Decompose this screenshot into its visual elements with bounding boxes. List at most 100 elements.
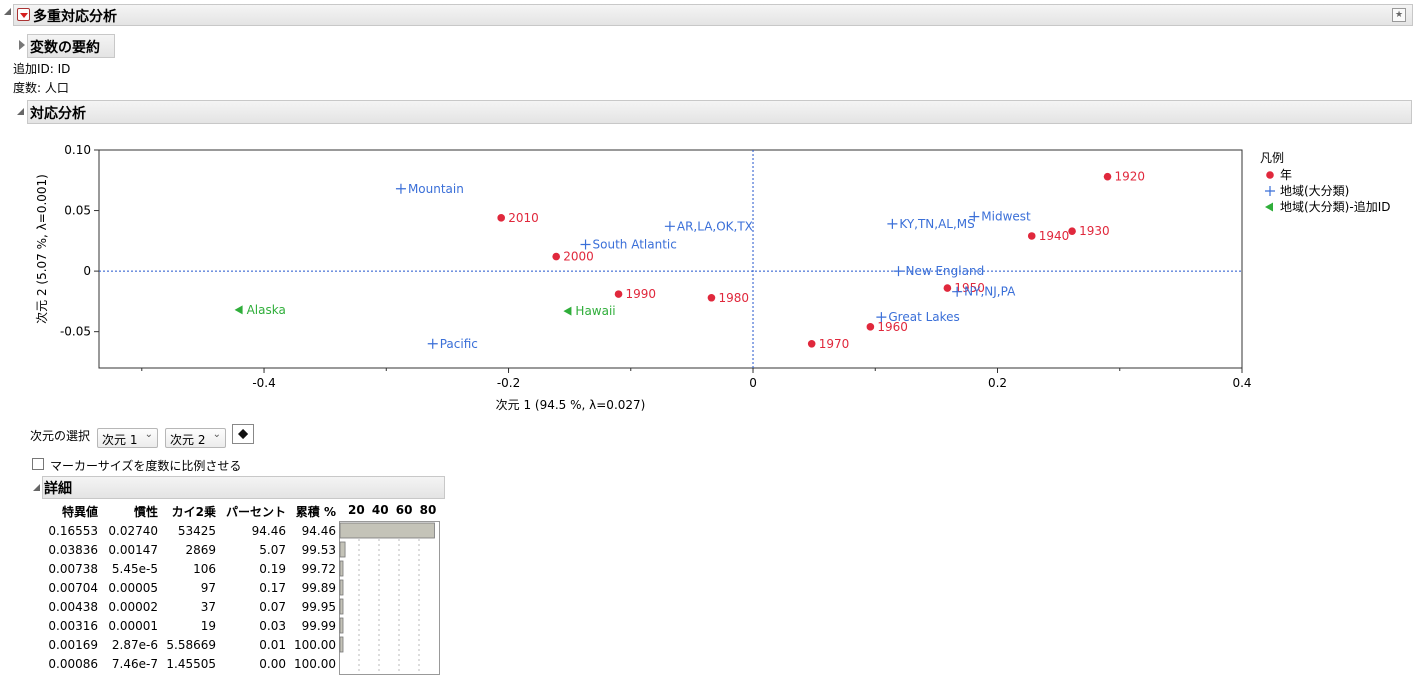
percent-bar (339, 579, 344, 596)
red-triangle-menu-icon[interactable] (17, 8, 30, 21)
table-cell: 53425 (177, 523, 216, 538)
point-label: Great Lakes (888, 310, 959, 324)
variable-summary-bar[interactable] (27, 34, 115, 58)
table-cell: 0.16553 (48, 523, 98, 538)
table-row: 0.00738 5.45e-5 106 0.19 99.72 (40, 559, 340, 578)
plot-frame (98, 149, 1243, 369)
y-dimension-dropdown[interactable]: 次元 2 ⌄ (165, 428, 226, 448)
variable-summary-title[interactable]: 変数の要約 (30, 40, 100, 56)
point-label: Hawaii (575, 304, 615, 318)
year-point (1027, 232, 1036, 240)
chevron-down-icon: ⌄ (144, 429, 153, 440)
table-cell: 99.95 (301, 599, 336, 614)
region-point (427, 338, 438, 349)
point-label: Alaska (247, 303, 286, 317)
mca-title: 多重対応分析 (33, 9, 117, 25)
y-axis-label: 次元 2 (5.07 %, λ=0.001) (35, 174, 49, 324)
table-cell: 99.99 (301, 618, 336, 633)
point-label: 2010 (508, 211, 539, 225)
chevron-down-icon: ⌄ (212, 429, 221, 440)
table-row: 0.00316 0.00001 19 0.03 99.99 (40, 616, 340, 635)
percent-bar (339, 636, 344, 653)
y-tick-label: 0.10 (64, 143, 91, 157)
table-cell: 0.03836 (48, 542, 98, 557)
point-label: New England (905, 264, 984, 278)
table-cell: 99.89 (301, 580, 336, 595)
ca-scatter-plot[interactable]: -0.4 -0.2 0 0.2 0.4 0.10 0.05 0 -0.05 次元 1 (94.5 … (0, 130, 1415, 420)
table-cell: 94.46 (301, 523, 336, 538)
point-label: 1920 (1115, 170, 1146, 184)
table-cell: 94.46 (251, 523, 286, 538)
percent-bar (339, 560, 344, 577)
apply-dimensions-button[interactable] (232, 424, 254, 444)
percent-bar (339, 617, 344, 634)
table-cell: 0.00169 (48, 637, 98, 652)
table-cell: 0.17 (259, 580, 286, 595)
details-header-bar (42, 476, 445, 499)
marker-size-label[interactable]: マーカーサイズを度数に比例させる (50, 459, 242, 473)
region-point (580, 239, 591, 250)
pin-icon[interactable]: ★ (1392, 8, 1406, 22)
year-point (1068, 227, 1076, 235)
expand-triangle-icon[interactable] (19, 40, 25, 50)
point-label: Mountain (408, 182, 464, 196)
legend-marker-triangle (1265, 202, 1273, 212)
bar-scale-labels: 20 40 60 80 (348, 503, 448, 517)
col-inertia: 慣性 (133, 505, 158, 519)
year-point (552, 252, 560, 261)
table-cell: 5.07 (259, 542, 286, 557)
point-label: Midwest (981, 210, 1031, 224)
point-label: AR,LA,OK,TX (677, 219, 753, 233)
percent-bar (339, 541, 346, 558)
table-cell: 37 (200, 599, 216, 614)
point-label: 1940 (1039, 229, 1070, 243)
percent-bar-chart (339, 521, 440, 675)
y-tick-label: 0.05 (64, 204, 91, 218)
region-point (893, 266, 904, 277)
disclosure-icon[interactable] (17, 108, 24, 115)
x-dimension-dropdown[interactable]: 次元 1 ⌄ (97, 428, 158, 448)
legend-title: 凡例 (1260, 151, 1284, 165)
table-cell: 99.53 (301, 542, 336, 557)
region-point (876, 312, 887, 323)
legend-label: 年 (1280, 168, 1292, 182)
scale-label-60: 60 (395, 503, 413, 517)
table-cell: 97 (200, 580, 216, 595)
dimension-select-label: 次元の選択 (30, 429, 91, 443)
disclosure-icon[interactable] (33, 484, 40, 491)
y-dimension-value: 次元 2 (170, 433, 206, 447)
disclosure-icon[interactable] (4, 8, 11, 15)
x-tick-label: 0.4 (1232, 376, 1251, 390)
bar-frame (339, 521, 440, 675)
point-label: Pacific (440, 337, 478, 351)
year-point (943, 284, 952, 292)
details-title: 詳細 (44, 481, 72, 497)
table-cell: 106 (193, 561, 216, 576)
col-chi-square: カイ2乗 (171, 505, 216, 519)
point-label: 1970 (819, 337, 850, 351)
table-cell: 0.03 (259, 618, 286, 633)
supplementary-point (563, 306, 572, 316)
table-cell: 0.00147 (108, 542, 158, 557)
legend-label: 地域(大分類) (1280, 184, 1349, 198)
year-point (866, 323, 875, 331)
table-cell: 0.00005 (108, 580, 158, 595)
percent-bar (339, 598, 344, 615)
region-point (969, 211, 980, 222)
table-cell: 5.58669 (166, 637, 216, 652)
col-singular-value: 特異値 (61, 505, 98, 519)
x-axis-label: 次元 1 (94.5 %, λ=0.027) (496, 398, 646, 412)
region-point (887, 218, 898, 229)
supplementary-id-label: 追加ID: ID (13, 62, 71, 76)
details-header-row: 特異値 慣性 カイ2乗 パーセント 累積 % (40, 502, 340, 521)
point-label: 1930 (1079, 224, 1110, 238)
table-cell: 7.46e-7 (111, 656, 158, 671)
table-cell: 5.45e-5 (111, 561, 158, 576)
play-arrow-icon (238, 429, 248, 439)
table-cell: 0.00002 (108, 599, 158, 614)
marker-size-checkbox[interactable] (32, 458, 44, 470)
frequency-label: 度数: 人口 (13, 81, 69, 95)
table-cell: 0.07 (259, 599, 286, 614)
point-label: 1990 (626, 287, 657, 301)
point-label: South Atlantic (593, 237, 677, 251)
